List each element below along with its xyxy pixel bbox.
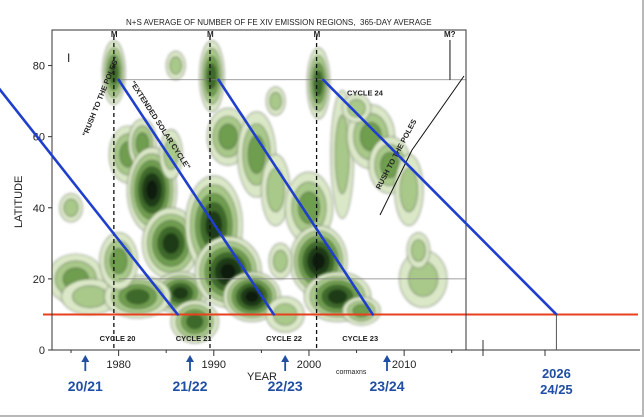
x-tick-label: 2000 [297,359,321,371]
density-contour [327,289,348,305]
emission-density-map [52,40,448,344]
density-contour [399,167,418,213]
cycle-label: CYCLE 24 [347,89,384,98]
cycle-label: CYCLE 21 [176,334,212,343]
density-blob [284,171,334,244]
rush-to-poles-path [379,75,465,216]
density-contour [411,239,426,262]
cycle-label: CYCLE 20 [100,334,136,343]
x-axis-ticks: 1980 1990 2000 2010 [70,350,453,371]
cycle-labels: CYCLE 20 CYCLE 21 CYCLE 22 CYCLE 23 CYCLE 24 [100,89,384,343]
density-contour [186,313,204,330]
x-tick-label: 1980 [106,359,130,371]
density-contour [244,290,260,304]
maximum-label: M? [444,30,456,39]
maximum-label: M [111,30,118,39]
y-tick-label: 80 [33,61,45,73]
y-tick-label: 20 [33,274,45,286]
density-contour [314,70,323,97]
cycle-label: CYCLE 23 [342,334,378,343]
reference-lines [43,79,638,316]
x-tick-label: 2010 [392,359,416,371]
x-tick-label: 1990 [202,359,226,371]
density-contour [273,249,288,273]
density-contour [347,99,366,118]
y-axis-ticks: 020406080 [33,61,52,357]
transition-arrow-head [81,355,90,362]
cycle-trend-line [321,78,558,316]
chart-subtitle: 365-DAY AVERAGE [360,18,432,27]
density-contour [269,92,282,111]
maxima-markers: M M M M? [111,30,456,350]
density-contour [334,114,350,195]
cycle-trend-line [117,78,276,316]
credit-label: cormaxns [336,369,367,376]
transition-label: 23/24 [369,378,404,394]
density-blob [126,147,177,233]
density-blob [199,40,225,113]
density-blob [223,271,281,322]
panel-mark: I [67,51,70,65]
transition-arrow-head [281,355,290,362]
density-contour [63,198,79,217]
density-blob [406,232,431,269]
transition-label: 22/23 [268,378,303,394]
density-contour [125,288,150,305]
x-axis-label: YEAR [247,371,277,383]
trend-lines [0,78,558,316]
density-blob [265,86,286,116]
density-blob [261,154,291,226]
density-contour [172,286,189,300]
density-contour [207,63,217,89]
transition-arrow-head [383,355,392,362]
y-axis-label: LATITUDE [13,176,25,228]
y-tick-label: 40 [33,203,45,215]
density-blob [306,47,331,120]
density-contour [145,179,159,201]
density-blob [341,296,381,326]
maximum-label: M [207,30,214,39]
density-contour [218,123,238,150]
cycle-trend-line [0,87,179,316]
density-contour [247,135,266,174]
density-contour [109,248,128,275]
density-contour [169,56,182,75]
density-blob [206,107,250,166]
density-blob [268,243,293,280]
transition-label: 20/21 [68,378,103,394]
transition-label: 24/25 [540,382,573,397]
density-contour [72,285,108,308]
cycle-label: CYCLE 22 [266,334,302,343]
transition-arrow-head [186,355,194,362]
density-blob [341,93,372,123]
density-contour [298,191,320,224]
maximum-label: M [314,30,321,39]
density-blob [170,299,219,344]
y-tick-label: 0 [39,345,45,357]
density-contour [162,232,180,254]
density-blob [59,193,83,223]
cycle-trend-line [217,78,375,316]
density-contour [311,252,326,271]
transition-year-label: 2026 [542,366,571,381]
density-blob [165,51,186,81]
density-blob [330,90,354,219]
density-contour [219,262,237,281]
chart-title: N+S AVERAGE OF NUMBER OF FE XIV EMISSION… [126,18,355,27]
transition-label: 21/22 [172,378,207,394]
plot-border [51,29,467,351]
